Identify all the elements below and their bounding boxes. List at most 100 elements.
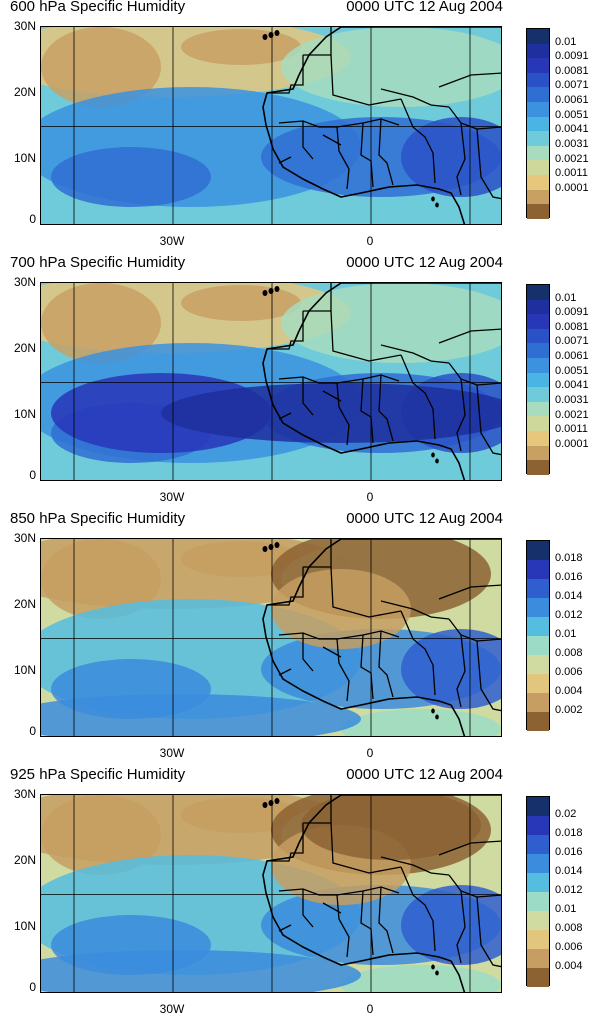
panel-time: 0000 UTC 12 Aug 2004 bbox=[346, 0, 503, 15]
country-border bbox=[380, 600, 450, 620]
panel-title: 700 hPa Specific Humidity bbox=[10, 254, 186, 271]
colorbar-segment bbox=[527, 387, 549, 402]
colorbar-label: 0.004 bbox=[555, 685, 583, 697]
coastline bbox=[262, 539, 501, 736]
island bbox=[431, 196, 435, 202]
colorbar-label: 0.0041 bbox=[555, 123, 589, 136]
island bbox=[274, 542, 280, 548]
island bbox=[435, 714, 439, 720]
lon-label: 30W bbox=[159, 234, 185, 248]
country-border bbox=[456, 378, 466, 452]
colorbar-segment bbox=[527, 175, 549, 190]
country-border bbox=[278, 924, 292, 932]
panel-700hpa: 700 hPa Specific Humidity 0000 UTC 12 Aug… bbox=[0, 254, 600, 512]
country-border bbox=[378, 886, 394, 954]
colorbar-segment bbox=[527, 431, 549, 446]
colorbar-label: 0.01 bbox=[555, 628, 577, 640]
colorbar-segment bbox=[527, 949, 549, 968]
panel-925hpa: 925 hPa Specific Humidity 0000 UTC 12 Aug… bbox=[0, 766, 600, 1024]
country-border bbox=[303, 566, 402, 618]
colorbar-label: 0.0041 bbox=[555, 379, 589, 392]
colorbar-label: 0.0071 bbox=[555, 79, 589, 92]
country-border bbox=[360, 378, 374, 444]
colorbar-label: 0.0001 bbox=[555, 181, 589, 194]
lon-label: 0 bbox=[366, 1002, 374, 1016]
colorbar-segment bbox=[527, 854, 549, 873]
lat-label: 0 bbox=[29, 212, 36, 226]
country-border bbox=[360, 634, 374, 700]
country-border bbox=[278, 412, 292, 420]
country-border bbox=[438, 72, 501, 88]
island bbox=[262, 546, 268, 552]
colorbar-segment bbox=[527, 873, 549, 892]
island bbox=[268, 32, 274, 38]
colorbar-segment bbox=[527, 43, 549, 59]
colorbar-label: 0.0021 bbox=[555, 152, 589, 165]
map-canvas bbox=[41, 283, 501, 480]
colorbar-label: 0.0011 bbox=[555, 167, 588, 180]
colorbar-segment bbox=[527, 835, 549, 854]
island bbox=[431, 452, 435, 458]
colorbar-label: 0.0061 bbox=[555, 94, 589, 107]
country-border bbox=[278, 156, 292, 164]
colorbar-label: 0.014 bbox=[555, 590, 583, 602]
island bbox=[274, 286, 280, 292]
island bbox=[268, 288, 274, 294]
humidity-map bbox=[40, 282, 502, 481]
country-border bbox=[336, 382, 350, 446]
colorbar-segment bbox=[527, 189, 549, 205]
colorbar-segment bbox=[527, 579, 549, 598]
island bbox=[435, 202, 439, 208]
colorbar-label: 0.0051 bbox=[555, 108, 589, 121]
panel-time: 0000 UTC 12 Aug 2004 bbox=[346, 510, 503, 527]
map-canvas bbox=[41, 539, 501, 736]
lon-label: 0 bbox=[366, 234, 374, 248]
lat-label: 20N bbox=[13, 853, 36, 867]
colorbar bbox=[526, 540, 550, 731]
country-border bbox=[400, 866, 436, 952]
lon-label: 0 bbox=[366, 746, 374, 760]
country-border bbox=[267, 55, 304, 94]
island bbox=[431, 708, 435, 714]
humidity-map bbox=[40, 538, 502, 737]
lat-label: 20N bbox=[13, 341, 36, 355]
colorbar-segment bbox=[527, 343, 549, 359]
colorbar-segment bbox=[527, 911, 549, 930]
country-border bbox=[360, 122, 374, 188]
country-border bbox=[302, 377, 314, 416]
lon-label: 0 bbox=[366, 490, 374, 504]
country-border bbox=[476, 384, 501, 456]
colorbar-segment bbox=[527, 299, 549, 315]
country-border bbox=[302, 121, 314, 160]
colorbar-label: 0.0021 bbox=[555, 408, 589, 421]
island bbox=[262, 802, 268, 808]
colorbar-label: 0.016 bbox=[555, 571, 583, 583]
island bbox=[268, 544, 274, 550]
country-border bbox=[380, 344, 450, 364]
coastline bbox=[262, 283, 501, 480]
colorbar-label: 0.01 bbox=[555, 35, 577, 48]
colorbar-label: 0.0091 bbox=[555, 50, 589, 63]
country-border bbox=[322, 390, 342, 402]
island bbox=[262, 290, 268, 296]
lat-label: 10N bbox=[13, 919, 36, 933]
humidity-map bbox=[40, 26, 502, 225]
country-border bbox=[438, 328, 501, 344]
colorbar-segment bbox=[527, 797, 549, 816]
country-border bbox=[448, 618, 501, 642]
lat-label: 0 bbox=[29, 468, 36, 482]
lat-label: 0 bbox=[29, 980, 36, 994]
island bbox=[268, 800, 274, 806]
panel-time: 0000 UTC 12 Aug 2004 bbox=[346, 254, 503, 271]
lat-label: 10N bbox=[13, 407, 36, 421]
map-canvas bbox=[41, 795, 501, 992]
country-border bbox=[378, 630, 394, 698]
country-border bbox=[438, 584, 501, 600]
lat-label: 30N bbox=[13, 19, 36, 33]
country-border bbox=[322, 902, 342, 914]
country-border bbox=[303, 822, 402, 874]
humidity-map bbox=[40, 794, 502, 993]
colorbar-label: 0.006 bbox=[555, 941, 583, 953]
colorbar-segment bbox=[527, 314, 549, 329]
country-border bbox=[303, 310, 402, 362]
